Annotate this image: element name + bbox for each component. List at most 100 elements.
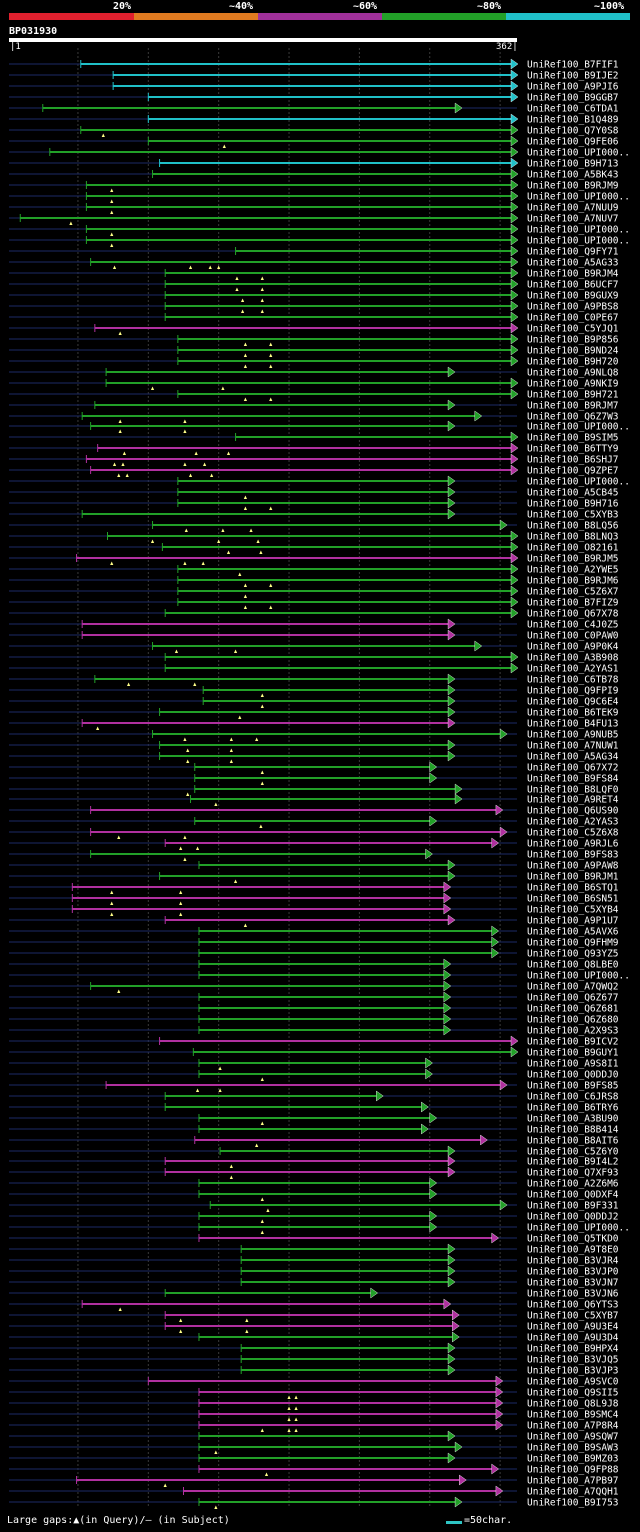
hit-arrow (495, 804, 504, 816)
hit-arrow (499, 519, 508, 531)
hit-label: UniRef100_A5BK43 (527, 170, 619, 181)
hit-label: UniRef100_Q7Y0S8 (527, 126, 619, 137)
gap-marker (203, 462, 207, 466)
hit-arrow (454, 783, 463, 795)
hit-arrow (510, 355, 519, 367)
legend-swatch-60 (258, 13, 382, 20)
hit-label: UniRef100_UPI000.. (527, 1223, 630, 1234)
gap-marker (112, 462, 117, 466)
hit-arrow (447, 475, 456, 487)
hit-arrow (499, 1079, 508, 1091)
hit-label: UniRef100_Q9SII5 (527, 1388, 619, 1399)
query-start-label: |1 (10, 42, 21, 52)
gap-marker (269, 605, 273, 609)
hit-arrow (443, 1024, 452, 1036)
hit-label: UniRef100_B9FS85 (527, 1081, 619, 1092)
hit-arrow (510, 464, 519, 476)
gap-marker (194, 451, 198, 455)
gap-marker (226, 550, 231, 554)
gap-marker (222, 144, 226, 148)
hit-label: UniRef100_B6SN51 (527, 894, 619, 905)
hit-arrow (447, 486, 456, 498)
hit-label: UniRef100_B9I4L2 (527, 1157, 619, 1168)
hit-label: UniRef100_B6SHJ7 (527, 455, 619, 466)
hit-arrow (510, 300, 519, 312)
hit-label: UniRef100_C6TDA1 (527, 104, 619, 115)
gap-marker (179, 912, 183, 916)
hit-label: UniRef100_B9FS84 (527, 774, 619, 785)
hit-label: UniRef100_B9RJM4 (527, 269, 619, 280)
gap-marker (260, 309, 264, 313)
hit-label: UniRef100_A9P1U7 (527, 916, 619, 927)
hit-label: UniRef100_A2YAS1 (527, 664, 619, 675)
hit-label: UniRef100_Q7XF93 (527, 1168, 619, 1179)
hit-label: UniRef100_B3VJR4 (527, 1256, 619, 1267)
gap-marker (287, 1417, 291, 1421)
gap-marker (127, 682, 131, 686)
hit-arrow (499, 1199, 508, 1211)
hit-arrow (510, 146, 519, 158)
hit-arrow (480, 1134, 488, 1146)
hit-arrow (510, 256, 519, 268)
identity-legend: 20% ~40% ~60% ~80% ~100% (0, 0, 640, 24)
hit-arrow (447, 1145, 456, 1157)
gap-marker (243, 506, 248, 510)
hit-arrow (491, 1232, 500, 1244)
gap-marker (260, 1197, 264, 1201)
hit-arrow (510, 662, 519, 674)
hit-arrow (421, 1101, 429, 1113)
hit-label: UniRef100_A9RET4 (527, 795, 619, 806)
hit-arrow (510, 563, 519, 575)
hit-label: UniRef100_A2X9S3 (527, 1026, 619, 1037)
legend-label-60: ~60% (353, 1, 378, 12)
gap-marker (117, 473, 121, 477)
hit-arrow (495, 1408, 504, 1420)
gap-marker (217, 539, 221, 543)
hit-label: UniRef100_B9SMC4 (527, 1410, 619, 1421)
hit-arrow (429, 1112, 438, 1124)
gap-marker (118, 429, 122, 433)
hit-label: UniRef100_B9H721 (527, 390, 619, 401)
hit-arrow (510, 124, 519, 136)
hit-label: UniRef100_B9RJM1 (527, 872, 619, 883)
hit-label: UniRef100_C5Z6X7 (527, 587, 619, 598)
hit-label: UniRef100_B3VJQ5 (527, 1355, 619, 1366)
hit-label: UniRef100_B6TRY6 (527, 1103, 619, 1114)
hit-arrow (429, 1210, 438, 1222)
legend-label-100: ~100% (594, 1, 625, 12)
hit-label: UniRef100_A9PBS8 (527, 302, 619, 313)
hit-arrow (447, 859, 456, 871)
hit-arrow (510, 190, 519, 202)
hit-label: UniRef100_B9MZ03 (527, 1454, 619, 1465)
hit-label: UniRef100_A2YAS3 (527, 817, 619, 828)
gap-marker (269, 397, 273, 401)
hit-label: UniRef100_Q67X78 (527, 609, 619, 620)
hit-arrow (510, 234, 519, 246)
hit-label: UniRef100_A3B908 (527, 653, 619, 664)
gap-marker (259, 550, 263, 554)
gap-marker (217, 265, 221, 269)
hit-arrow (510, 574, 519, 586)
hit-arrow (510, 91, 519, 103)
gap-marker (226, 451, 231, 455)
hit-label: UniRef100_A7NUV7 (527, 214, 619, 225)
hit-arrow (447, 1353, 456, 1365)
gap-marker (243, 923, 248, 927)
hit-arrow (452, 1331, 460, 1343)
hit-label: UniRef100_B9H716 (527, 499, 619, 510)
hit-arrow (454, 793, 463, 805)
hit-arrow (447, 508, 456, 520)
gap-marker (243, 397, 248, 401)
scale-bar (446, 1521, 462, 1524)
hit-arrow (447, 1155, 456, 1167)
gap-marker (260, 1428, 264, 1432)
hit-arrow (421, 1123, 429, 1135)
hit-arrow (447, 914, 456, 926)
gap-marker (183, 429, 187, 433)
gap-marker (294, 1417, 298, 1421)
hit-label: UniRef100_C5Z6Y0 (527, 1147, 619, 1158)
hit-label: UniRef100_B9RJM9 (527, 181, 619, 192)
hit-label: UniRef100_Q9FP88 (527, 1465, 619, 1476)
hit-arrow (425, 848, 433, 860)
gap-marker (186, 748, 190, 752)
